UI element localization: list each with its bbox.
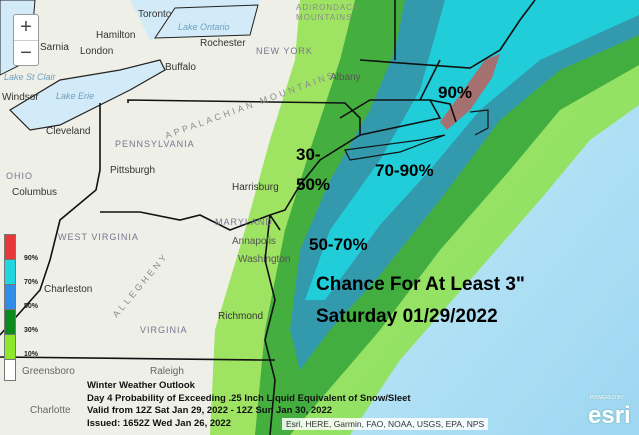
water-label: Lake Erie [56, 91, 95, 101]
info-description: Day 4 Probability of Exceeding .25 Inch … [87, 392, 411, 404]
label-50-70pct: 50-70% [309, 235, 368, 254]
city-label: Buffalo [165, 62, 196, 73]
city-label: Cleveland [46, 126, 91, 137]
info-title: Winter Weather Outlook [87, 380, 195, 391]
mountain-label: ADIRONDACK MOUNTAINS [296, 3, 360, 22]
city-label: Charleston [44, 284, 93, 295]
headline-chance: Chance For At Least 3" [316, 274, 525, 295]
city-label: Windsor [2, 92, 39, 103]
state-label: PENNSYLVANIA [115, 139, 195, 149]
water-label: Lake Ontario [178, 22, 230, 32]
legend-label: 70% [24, 279, 39, 286]
zoom-in-button[interactable]: + [20, 16, 32, 38]
legend-swatch-lightgreen [4, 334, 16, 359]
city-label: Hamilton [96, 30, 136, 41]
info-valid: Valid from 12Z Sat Jan 29, 2022 - 12Z Su… [87, 405, 333, 416]
legend-label: 90% [24, 255, 39, 262]
state-label: OHIO [6, 171, 34, 181]
city-label: Sarnia [40, 42, 69, 53]
state-borders [0, 0, 536, 435]
water-label: Lake St Clair [4, 72, 56, 82]
state-label: MARYLAND [215, 217, 273, 227]
city-label: Rochester [200, 38, 246, 49]
city-label: Albany [330, 72, 361, 83]
state-label: WEST VIRGINIA [58, 232, 139, 242]
city-label: Raleigh [150, 366, 184, 377]
legend-label: 10% [24, 351, 39, 358]
esri-text: esri [588, 402, 631, 429]
city-label: Columbus [12, 187, 58, 198]
long-island [344, 134, 446, 161]
city-label: Greensboro [22, 366, 75, 377]
info-issued: Issued: 1652Z Wed Jan 26, 2022 [87, 417, 231, 429]
cape-cod [469, 109, 489, 136]
attribution[interactable]: Esri, HERE, Garmin, FAO, NOAA, USGS, EPA… [282, 418, 489, 430]
city-label: Toronto [138, 9, 172, 20]
label-70-90pct: 70-90% [375, 161, 434, 180]
lake-erie [9, 59, 166, 131]
zoom-out-button[interactable]: − [14, 40, 38, 66]
legend-label: 30% [24, 327, 39, 334]
esri-logo[interactable]: POWERED BY esri [588, 395, 631, 429]
band-70pct [305, 0, 639, 300]
band-50pct [290, 0, 639, 370]
label-90pct: 90% [438, 83, 473, 102]
lake-ontario [154, 4, 259, 39]
legend-swatch-white [4, 359, 16, 381]
city-label: Annapolis [232, 236, 276, 247]
city-label: London [80, 46, 114, 57]
city-label: Washington [238, 254, 291, 265]
legend-swatch-green [4, 309, 16, 334]
outlook-info: Winter Weather Outlook Day 4 Probability… [87, 380, 411, 430]
label-50: 50% [296, 175, 331, 194]
city-label: Charlotte [30, 405, 71, 416]
zoom-control: + − [13, 14, 39, 66]
city-label: Harrisburg [232, 182, 279, 193]
headline-date: Saturday 01/29/2022 [316, 306, 498, 327]
legend-swatch-cyan [4, 259, 16, 284]
city-label: Pittsburgh [110, 165, 156, 176]
legend [4, 234, 16, 381]
state-label: NEW YORK [256, 46, 313, 56]
band-90pct [440, 54, 500, 130]
label-30: 30- [296, 145, 321, 164]
esri-powered-by: POWERED BY [590, 395, 624, 401]
legend-swatch-blue [4, 284, 16, 309]
city-label: Richmond [218, 311, 264, 322]
state-label: VIRGINIA [140, 325, 188, 335]
legend-label: 50% [24, 303, 39, 310]
legend-swatch-red [4, 234, 16, 259]
